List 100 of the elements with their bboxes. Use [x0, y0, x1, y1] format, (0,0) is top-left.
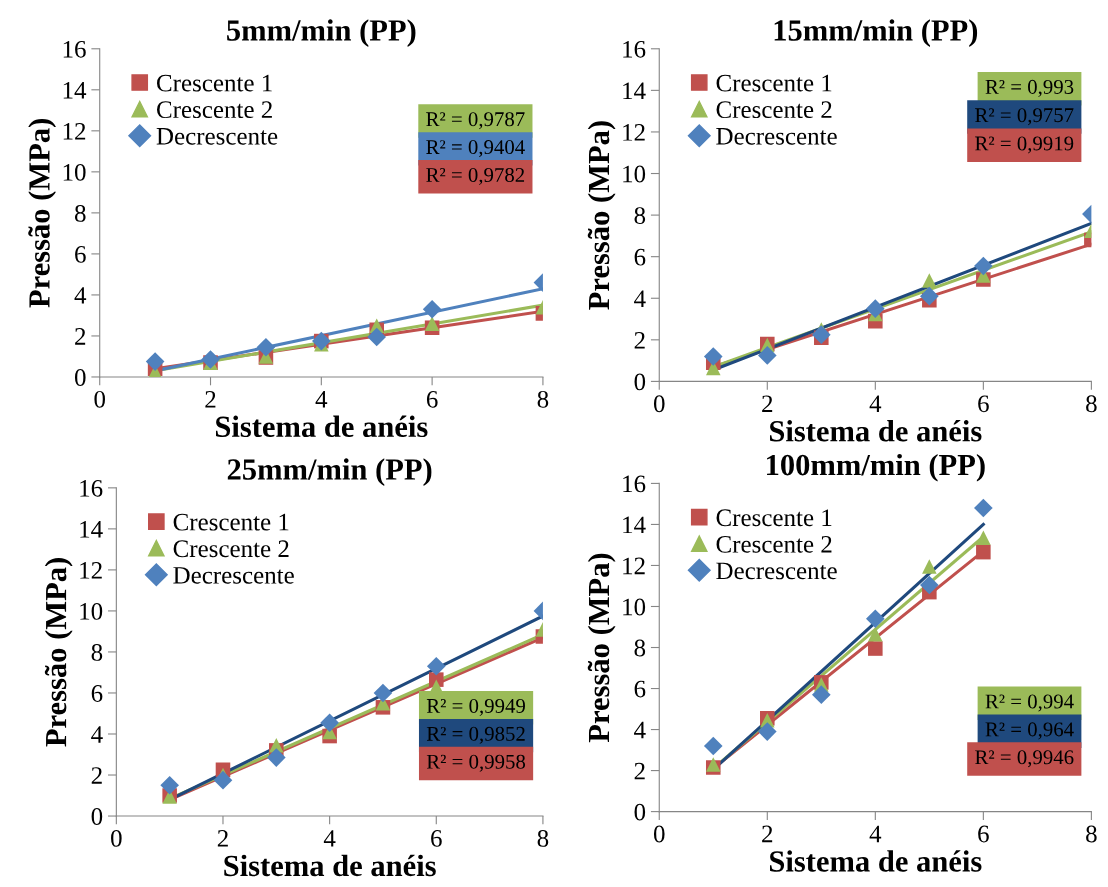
- legend-label: Crescente 2: [157, 101, 272, 119]
- annotation: R² = 0,9949: [426, 698, 525, 716]
- x-axis-title: Sistema de anéis: [216, 415, 428, 438]
- legend-label: Crescente 1: [716, 509, 832, 527]
- y-tick-label: 6: [91, 685, 103, 702]
- y-axis-title: Pressão (MPa): [587, 121, 616, 310]
- x-tick-label: 2: [217, 830, 228, 847]
- legend-label: Crescente 1: [157, 74, 272, 92]
- point: [320, 713, 339, 733]
- legend-label: Crescente 2: [716, 101, 832, 119]
- x-tick-label: 8: [537, 829, 549, 847]
- y-tick-label: 14: [63, 81, 87, 99]
- x-axis-title: Sistema de anéis: [770, 850, 982, 872]
- y-tick-label: 8: [91, 643, 103, 661]
- y-tick-label: 8: [634, 207, 646, 225]
- chart-title: 5mm/min (PP): [227, 19, 416, 47]
- y-tick-label: 2: [91, 767, 102, 784]
- x-tick-label: 4: [869, 825, 882, 843]
- y-tick-label: 6: [75, 246, 86, 263]
- y-tick-label: 10: [623, 165, 646, 183]
- y-tick-label: 4: [91, 726, 103, 743]
- y-tick-label: 8: [74, 204, 86, 222]
- point: [866, 609, 885, 629]
- x-tick-label: 2: [205, 390, 216, 408]
- y-tick-label: 16: [623, 475, 646, 493]
- y-tick-label: 8: [634, 639, 646, 657]
- annotation: R² = 0,964: [985, 722, 1074, 740]
- point: [922, 273, 937, 288]
- y-tick-label: 12: [623, 557, 645, 575]
- y-tick-label: 16: [63, 40, 86, 58]
- y-tick-label: 12: [63, 122, 86, 140]
- x-tick-label: 8: [1086, 395, 1097, 413]
- x-tick-label: 0: [653, 825, 665, 843]
- x-tick-label: 6: [978, 825, 989, 843]
- y-tick-label: 10: [63, 163, 86, 181]
- point: [213, 770, 233, 790]
- annotation: R² = 0,9958: [426, 754, 526, 772]
- legend-label: Crescente 2: [716, 535, 832, 553]
- point: [367, 327, 387, 347]
- annotation: R² = 0,994: [985, 694, 1074, 712]
- x-tick-label: 8: [1086, 825, 1097, 843]
- x-tick-label: 2: [762, 395, 773, 412]
- x-axis-title: Sistema de anéis: [224, 854, 436, 877]
- x-tick-label: 0: [111, 829, 122, 847]
- annotation: R² = 0,9919: [975, 136, 1074, 154]
- y-axis-title: Pressão (MPa): [44, 558, 73, 747]
- y-tick-label: 0: [634, 373, 646, 391]
- chart-title: 100mm/min (PP): [767, 453, 985, 482]
- y-tick-label: 2: [634, 331, 645, 349]
- point: [424, 316, 440, 331]
- annotation: R² = 0,9404: [426, 140, 525, 158]
- y-tick-label: 12: [623, 124, 645, 141]
- point: [703, 736, 723, 756]
- y-tick-label: 16: [80, 479, 103, 497]
- point: [811, 685, 831, 704]
- y-tick-label: 6: [634, 248, 646, 266]
- x-tick-label: 4: [323, 830, 336, 847]
- point: [145, 352, 165, 371]
- point: [201, 350, 220, 369]
- point: [976, 544, 991, 560]
- y-tick-label: 4: [634, 290, 646, 307]
- y-tick-label: 2: [634, 762, 645, 780]
- y-tick-label: 4: [634, 721, 646, 739]
- annotation: R² = 0,9787: [426, 112, 525, 130]
- point: [974, 256, 993, 276]
- y-tick-label: 10: [80, 602, 103, 620]
- x-axis-title: Sistema de anéis: [770, 420, 982, 442]
- point: [703, 347, 723, 366]
- y-tick-label: 6: [634, 680, 646, 698]
- point: [266, 748, 286, 767]
- x-tick-label: 8: [537, 390, 549, 408]
- y-tick-label: 2: [75, 328, 86, 345]
- x-tick-label: 6: [978, 395, 989, 413]
- point: [160, 775, 179, 795]
- point: [922, 559, 937, 574]
- legend-label: Decrescente: [716, 562, 837, 580]
- point: [757, 346, 777, 365]
- point: [868, 626, 883, 642]
- y-tick-label: 0: [74, 369, 86, 386]
- point: [868, 641, 883, 656]
- legend-label: Crescente 1: [716, 74, 832, 92]
- annotation: R² = 0,9782: [426, 167, 525, 185]
- chart-title: 15mm/min (PP): [774, 19, 978, 47]
- point: [866, 299, 885, 318]
- point: [757, 722, 777, 741]
- annotation: R² = 0,9852: [426, 726, 525, 744]
- x-tick-label: 4: [315, 391, 328, 408]
- point: [422, 299, 442, 319]
- annotation: R² = 0,9946: [975, 750, 1074, 768]
- y-tick-label: 10: [623, 598, 646, 616]
- point: [920, 575, 939, 595]
- y-tick-label: 14: [80, 521, 103, 538]
- x-tick-label: 2: [762, 825, 773, 843]
- x-tick-label: 0: [653, 395, 665, 413]
- legend-label: Crescente 2: [173, 540, 289, 558]
- x-tick-label: 6: [426, 390, 438, 408]
- y-tick-label: 14: [623, 82, 646, 100]
- y-axis-title: Pressão (MPa): [587, 553, 616, 743]
- legend-label: Decrescente: [173, 567, 294, 584]
- legend-label: Decrescente: [156, 128, 278, 145]
